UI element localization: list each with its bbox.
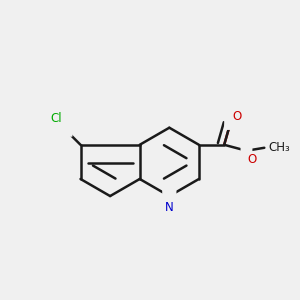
Text: O: O <box>248 153 257 166</box>
FancyBboxPatch shape <box>162 189 176 203</box>
Text: O: O <box>232 110 242 122</box>
FancyBboxPatch shape <box>241 145 252 157</box>
Text: N: N <box>165 200 174 214</box>
FancyBboxPatch shape <box>56 120 73 137</box>
Text: Cl: Cl <box>50 112 62 125</box>
FancyBboxPatch shape <box>224 118 236 130</box>
Text: CH₃: CH₃ <box>268 141 289 154</box>
